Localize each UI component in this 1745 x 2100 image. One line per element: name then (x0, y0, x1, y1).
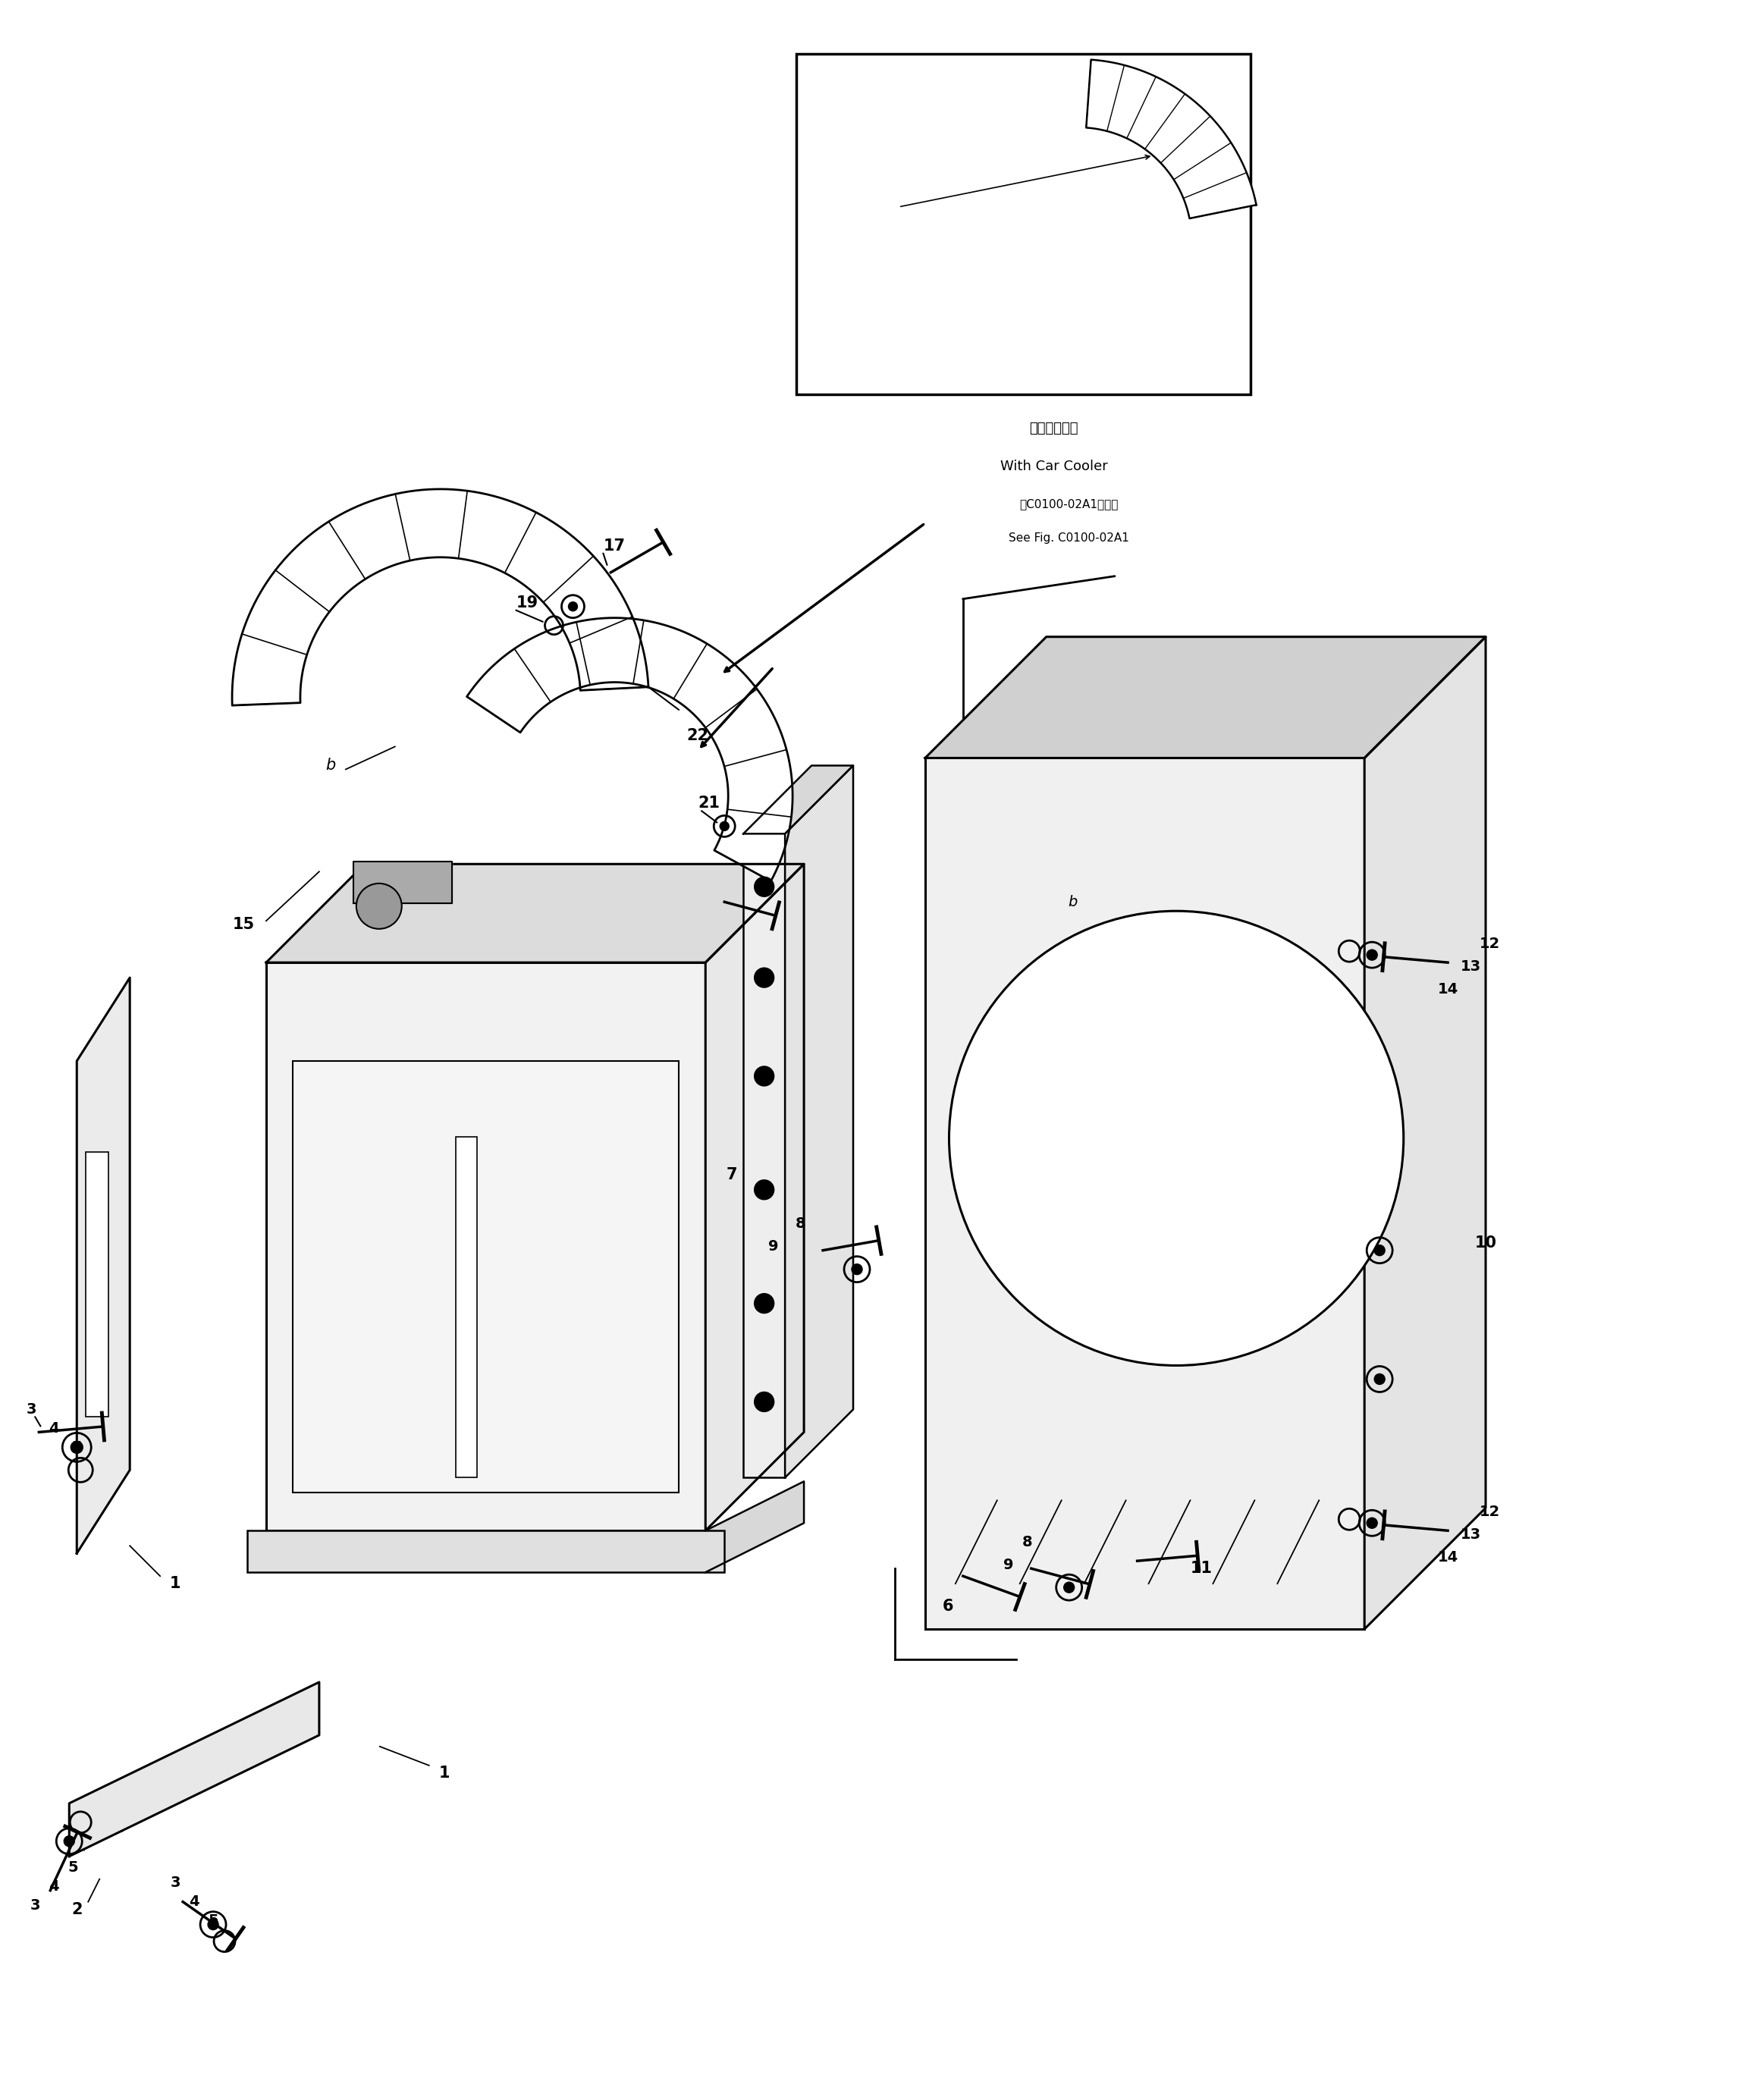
Text: 5: 5 (68, 1861, 79, 1875)
Text: 13: 13 (1461, 1527, 1482, 1541)
Circle shape (754, 968, 775, 987)
Text: a: a (440, 865, 448, 878)
Polygon shape (743, 766, 853, 834)
Circle shape (754, 1180, 775, 1199)
Text: 8: 8 (1023, 1535, 1033, 1550)
Text: 7: 7 (726, 1168, 738, 1182)
Circle shape (1366, 949, 1377, 960)
Text: 3: 3 (171, 1875, 180, 1890)
Text: 11: 11 (1190, 1560, 1213, 1577)
Bar (86, 1153, 108, 1418)
Text: 4: 4 (49, 1880, 59, 1894)
Text: 22: 22 (688, 729, 708, 743)
Circle shape (208, 1919, 218, 1930)
Polygon shape (70, 1682, 319, 1856)
Text: 5: 5 (208, 1913, 218, 1928)
Text: 10: 10 (1475, 1235, 1497, 1249)
Polygon shape (232, 489, 649, 706)
Text: 12: 12 (1480, 937, 1499, 951)
Bar (743, 834, 785, 1478)
Circle shape (1366, 1518, 1377, 1529)
Text: With Car Cooler: With Car Cooler (1000, 460, 1108, 472)
Text: 12: 12 (1480, 1504, 1499, 1518)
Text: 16: 16 (358, 1046, 379, 1060)
Bar (925, 758, 1365, 1630)
Bar (248, 1531, 724, 1573)
Text: 第C0100-02A1図参照: 第C0100-02A1図参照 (1019, 498, 1119, 510)
Circle shape (356, 884, 401, 928)
Text: 14: 14 (1438, 1550, 1459, 1564)
Bar (455, 1136, 476, 1478)
Text: b: b (1068, 895, 1078, 909)
Text: 13: 13 (1461, 960, 1482, 974)
Bar (293, 1060, 679, 1493)
Text: 4: 4 (49, 1422, 59, 1436)
Text: 20: 20 (747, 918, 770, 932)
Text: 9: 9 (768, 1239, 778, 1254)
Polygon shape (705, 863, 804, 1531)
Text: 14: 14 (1438, 983, 1459, 995)
Polygon shape (785, 766, 853, 1478)
Text: a: a (1345, 1121, 1354, 1136)
Polygon shape (352, 861, 452, 903)
Bar (796, 53, 1251, 395)
Circle shape (72, 1441, 82, 1453)
Circle shape (754, 1067, 775, 1086)
Text: 9: 9 (1003, 1558, 1014, 1573)
Text: Radiator: Radiator (426, 1365, 485, 1378)
Circle shape (754, 1392, 775, 1411)
Text: 17: 17 (604, 538, 626, 554)
Circle shape (949, 911, 1403, 1365)
Text: b: b (326, 758, 335, 773)
Bar (267, 962, 705, 1531)
Circle shape (1064, 1581, 1075, 1592)
Text: ラジエータ: ラジエータ (435, 1319, 476, 1334)
Polygon shape (267, 863, 804, 962)
Text: 16: 16 (859, 174, 885, 193)
Circle shape (1375, 1373, 1386, 1384)
Polygon shape (705, 1480, 804, 1573)
Circle shape (754, 1294, 775, 1312)
Text: 18: 18 (558, 575, 579, 592)
Polygon shape (1365, 636, 1485, 1630)
Polygon shape (77, 979, 129, 1554)
Text: 4: 4 (188, 1894, 199, 1909)
Text: 19: 19 (517, 594, 539, 611)
Text: 5: 5 (72, 1441, 82, 1455)
Circle shape (65, 1835, 75, 1846)
Text: カークーラ付: カークーラ付 (1030, 422, 1078, 435)
Text: 15: 15 (232, 918, 255, 932)
Polygon shape (925, 636, 1485, 758)
Polygon shape (468, 617, 792, 882)
Circle shape (754, 878, 775, 897)
Text: 2: 2 (72, 1903, 82, 1917)
Circle shape (1375, 1245, 1386, 1256)
Text: 3: 3 (30, 1898, 40, 1913)
Polygon shape (1085, 59, 1256, 218)
Circle shape (569, 603, 578, 611)
Text: 3: 3 (26, 1403, 37, 1418)
Text: 1: 1 (438, 1766, 450, 1781)
Circle shape (852, 1264, 862, 1275)
Text: 6: 6 (942, 1598, 953, 1615)
Text: See Fig. C0100-02A1: See Fig. C0100-02A1 (1009, 533, 1129, 544)
Text: 21: 21 (698, 796, 721, 811)
Text: 1: 1 (169, 1577, 181, 1592)
Circle shape (721, 821, 729, 832)
Text: 8: 8 (796, 1216, 806, 1231)
